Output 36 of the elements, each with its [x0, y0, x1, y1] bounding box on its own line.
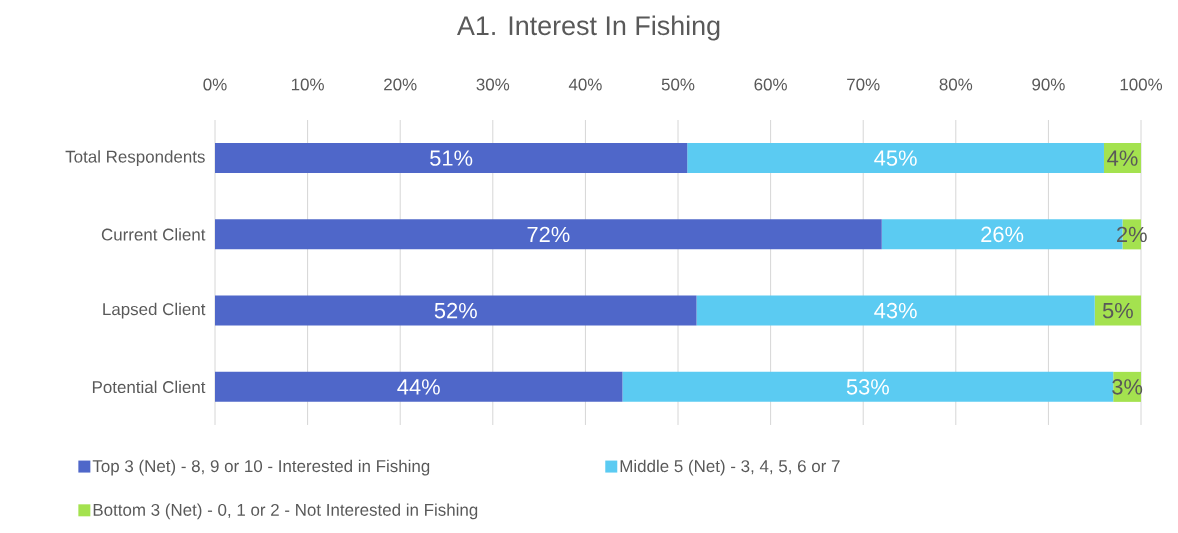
x-tick-label: 60%: [754, 78, 787, 91]
bar: [687, 143, 1104, 174]
data-label: 53%: [846, 379, 889, 395]
data-label: 26%: [981, 226, 1024, 243]
bar: [696, 295, 1095, 326]
x-tick-label: 20%: [384, 78, 417, 91]
data-label: 52%: [434, 302, 477, 319]
legend-label: Bottom 3 (Net) - 0, 1 or 2 - Not Interested in Fishing: [93, 503, 478, 520]
x-tick-label: 10%: [291, 78, 324, 91]
x-tick-label: 70%: [847, 78, 880, 91]
x-tick-label: 50%: [661, 78, 695, 91]
y-tick-label: Current Client: [101, 228, 206, 241]
x-tick-label: 90%: [1032, 78, 1065, 91]
data-label: 45%: [874, 150, 917, 166]
y-tick-label: Potential Client: [92, 380, 206, 394]
x-tick-label: 0%: [203, 78, 227, 91]
y-tick-label: Lapsed Client: [103, 302, 206, 319]
x-tick-label: 40%: [568, 78, 602, 91]
data-label: 44%: [397, 379, 440, 395]
x-tick-label: 80%: [939, 78, 973, 91]
legend-label: Top 3 (Net) - 8, 9 or 10 - Interested in Fishing: [92, 459, 430, 476]
bar: [622, 371, 1114, 402]
data-label: 51%: [430, 150, 473, 166]
bar: [215, 371, 623, 402]
x-tick-label: 30%: [476, 78, 510, 91]
legend-label: Middle 5 (Net) - 3, 4, 5, 6 or 7: [620, 459, 840, 476]
y-tick-label: Total Respondents: [65, 150, 205, 167]
bar: [215, 295, 697, 326]
x-tick-label: 100%: [1120, 78, 1163, 91]
bar: [215, 219, 882, 250]
data-label: 72%: [527, 226, 570, 243]
data-label: 4%: [1107, 150, 1138, 166]
bar: [215, 143, 688, 174]
data-label: 5%: [1102, 302, 1133, 319]
data-label: 43%: [874, 302, 917, 319]
chart-title: A1. Interest In Fishing: [456, 15, 720, 41]
